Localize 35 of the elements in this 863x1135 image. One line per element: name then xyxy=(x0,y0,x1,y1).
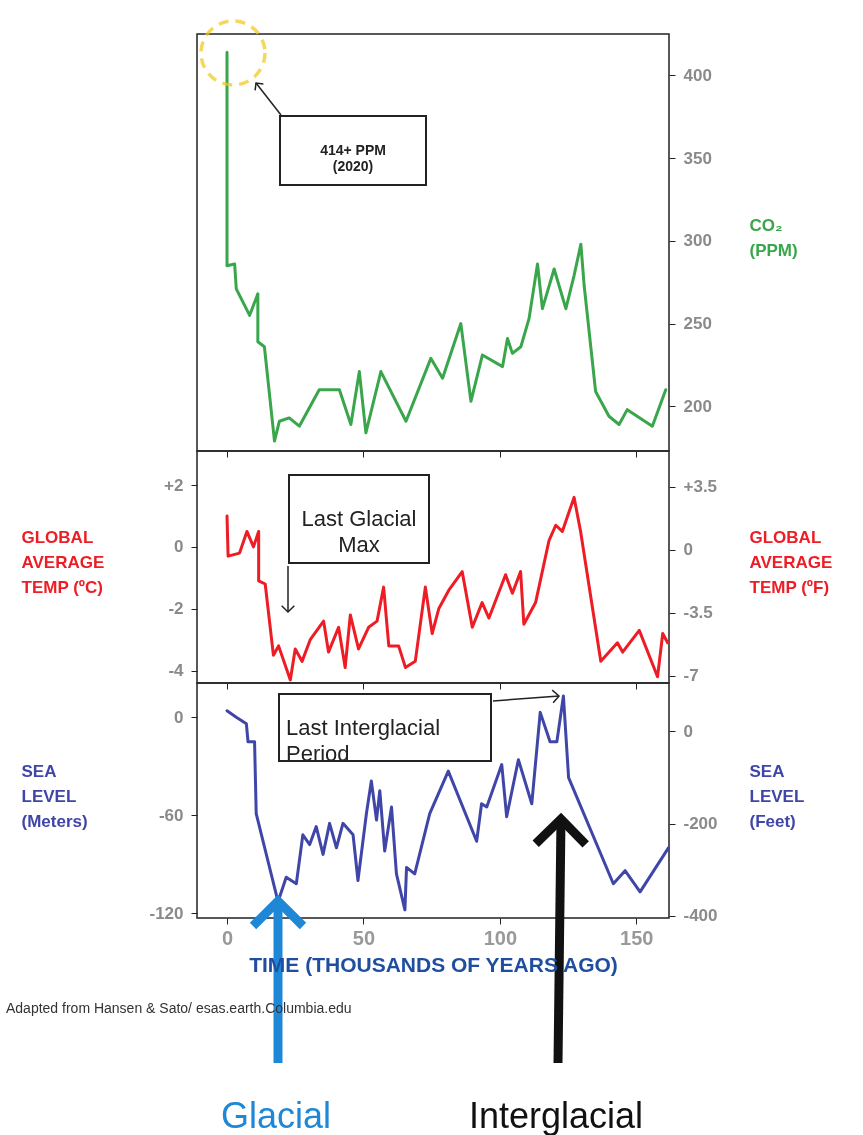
line-series xyxy=(225,50,668,443)
y2-axis-title: GLOBAL AVERAGE TEMP (ºF) xyxy=(749,528,833,597)
y-axis-title: SEA LEVEL (Meters) xyxy=(21,761,88,831)
text: Interglacial xyxy=(468,1095,644,1135)
annotation: 414+ PPM (2020) xyxy=(320,141,386,175)
y2-tick-label: -200 xyxy=(683,814,718,834)
x-tick-label: 100 xyxy=(483,926,518,949)
line-series xyxy=(225,694,670,912)
y2-tick-label: 350 xyxy=(683,148,712,168)
y-tick-label: 0 xyxy=(174,707,184,727)
x-tick-label: 50 xyxy=(352,926,376,949)
y2-axis-title: SEA LEVEL (Feet) xyxy=(749,761,805,831)
y-tick-label: -4 xyxy=(168,661,185,681)
y2-tick-label: 250 xyxy=(683,314,712,334)
x-tick-label: 0 xyxy=(221,926,234,949)
text: Glacial xyxy=(220,1095,332,1135)
annotation: Last Glacial Max xyxy=(301,506,417,558)
y2-tick-label: 300 xyxy=(683,231,712,251)
y-tick-label: +2 xyxy=(164,475,184,495)
y-axis-title: GLOBAL AVERAGE TEMP (ºC) xyxy=(21,528,105,597)
y2-tick-label: 400 xyxy=(683,65,712,85)
y2-tick-label: 0 xyxy=(683,540,693,560)
y-tick-label: 0 xyxy=(174,537,184,557)
y-tick-label: -60 xyxy=(158,805,184,825)
y2-axis-title: CO₂ (PPM) xyxy=(749,216,798,260)
y2-tick-label: -3.5 xyxy=(683,603,713,623)
y-tick-label: -2 xyxy=(168,599,184,619)
line-series xyxy=(225,495,670,682)
y2-tick-label: -7 xyxy=(683,666,699,686)
y2-tick-label: -400 xyxy=(683,906,718,926)
y2-tick-label: +3.5 xyxy=(683,477,718,497)
y-tick-label: -120 xyxy=(149,903,184,923)
y2-tick-label: 200 xyxy=(683,396,712,416)
x-tick-label: 150 xyxy=(620,926,654,949)
y2-tick-label: 0 xyxy=(683,721,693,741)
